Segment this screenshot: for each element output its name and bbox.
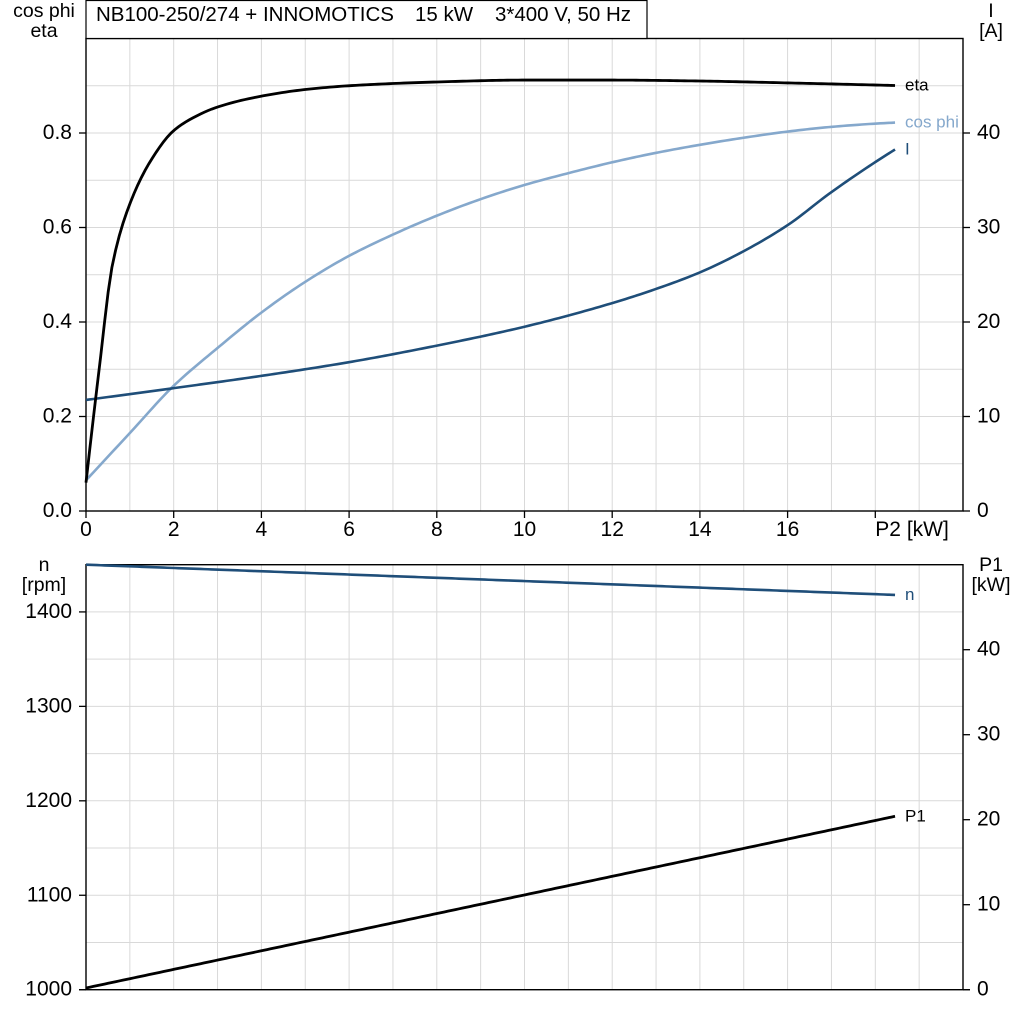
svg-text:0.4: 0.4 bbox=[43, 310, 73, 333]
svg-text:14: 14 bbox=[688, 518, 712, 541]
svg-text:0: 0 bbox=[977, 978, 989, 1001]
svg-text:1000: 1000 bbox=[25, 978, 72, 1001]
svg-text:eta: eta bbox=[30, 20, 57, 42]
svg-text:4: 4 bbox=[256, 518, 268, 541]
svg-text:1200: 1200 bbox=[25, 789, 72, 812]
svg-text:10: 10 bbox=[513, 518, 536, 541]
svg-text:[A]: [A] bbox=[979, 20, 1003, 42]
svg-text:16: 16 bbox=[776, 518, 799, 541]
svg-text:1100: 1100 bbox=[27, 883, 72, 906]
svg-text:I: I bbox=[905, 140, 910, 159]
svg-text:40: 40 bbox=[977, 638, 1000, 661]
svg-text:8: 8 bbox=[431, 518, 443, 541]
svg-text:P1: P1 bbox=[905, 806, 926, 825]
svg-text:20: 20 bbox=[977, 310, 1000, 333]
svg-text:I: I bbox=[988, 0, 993, 22]
svg-text:n: n bbox=[39, 554, 50, 576]
svg-text:0: 0 bbox=[977, 499, 989, 522]
svg-text:[kW]: [kW] bbox=[972, 574, 1011, 596]
svg-text:10: 10 bbox=[977, 893, 1000, 916]
svg-text:P2 [kW]: P2 [kW] bbox=[875, 518, 949, 541]
svg-text:0: 0 bbox=[80, 518, 92, 541]
svg-text:eta: eta bbox=[905, 76, 929, 95]
svg-text:10: 10 bbox=[977, 405, 1000, 428]
svg-text:20: 20 bbox=[977, 808, 1000, 831]
svg-text:1400: 1400 bbox=[25, 600, 72, 623]
svg-text:[rpm]: [rpm] bbox=[22, 574, 66, 596]
svg-text:12: 12 bbox=[601, 518, 624, 541]
svg-text:n: n bbox=[905, 585, 914, 604]
svg-text:cos phi: cos phi bbox=[905, 113, 959, 132]
svg-text:6: 6 bbox=[343, 518, 355, 541]
svg-text:30: 30 bbox=[977, 723, 1000, 746]
svg-text:0.0: 0.0 bbox=[43, 499, 72, 522]
svg-text:cos phi: cos phi bbox=[13, 0, 75, 22]
svg-text:0.8: 0.8 bbox=[43, 121, 72, 144]
svg-text:2: 2 bbox=[168, 518, 180, 541]
svg-text:P1: P1 bbox=[979, 554, 1003, 576]
svg-text:0.2: 0.2 bbox=[43, 405, 72, 428]
svg-text:40: 40 bbox=[977, 121, 1000, 144]
svg-text:30: 30 bbox=[977, 216, 1000, 239]
svg-text:0.6: 0.6 bbox=[43, 216, 72, 239]
svg-text:1300: 1300 bbox=[25, 694, 72, 717]
